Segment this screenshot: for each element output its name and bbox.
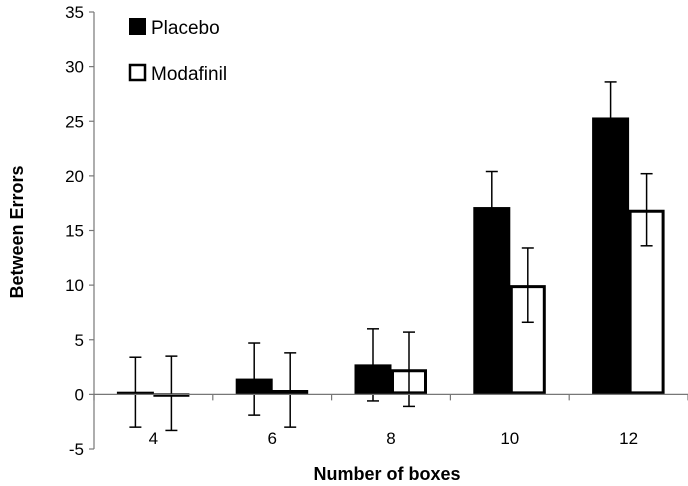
legend: Placebo Modafinil: [128, 18, 227, 85]
y-tick-label: 5: [75, 331, 84, 350]
legend-swatch-modafinil: [128, 63, 147, 82]
legend-item-modafinil: Modafinil: [128, 63, 227, 85]
bar-placebo-10: [473, 207, 511, 395]
x-axis: 4 6 8 10 12: [93, 393, 688, 448]
y-tick-label: -5: [69, 440, 84, 459]
bar-placebo-12: [592, 117, 630, 395]
x-tick-label: 8: [386, 429, 395, 448]
legend-item-placebo: Placebo: [129, 18, 220, 39]
x-tick-label: 12: [619, 429, 638, 448]
legend-label-modafinil: Modafinil: [151, 64, 227, 85]
y-axis: -5 0 5 10 15 20 25 30 35: [65, 3, 95, 459]
y-tick-label: 0: [75, 385, 84, 404]
bars: [116, 81, 665, 432]
y-tick-label: 10: [65, 276, 84, 295]
x-tick-label: 10: [500, 429, 519, 448]
legend-label-placebo: Placebo: [151, 18, 220, 39]
x-tick-label: 6: [267, 429, 276, 448]
y-tick-label: 20: [65, 167, 84, 186]
y-tick-label: 15: [65, 222, 84, 241]
y-tick-label: 25: [65, 112, 84, 131]
x-axis-title: Number of boxes: [313, 464, 460, 484]
y-tick-label: 30: [65, 58, 84, 77]
x-tick-label: 4: [149, 429, 158, 448]
y-tick-label: 35: [65, 3, 84, 22]
legend-swatch-placebo: [129, 18, 146, 35]
y-axis-title: Between Errors: [7, 165, 27, 298]
